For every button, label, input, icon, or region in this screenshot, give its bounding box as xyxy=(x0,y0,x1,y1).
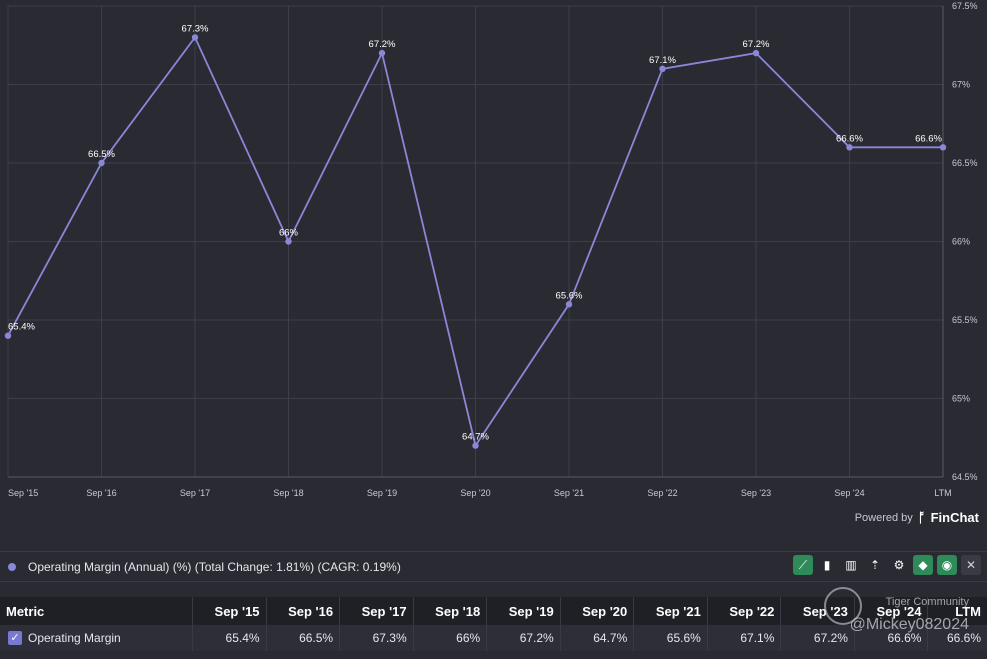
x-tick-label: Sep '17 xyxy=(180,488,210,498)
line-chart-icon[interactable]: ⟋ xyxy=(793,555,813,575)
x-tick-label: Sep '16 xyxy=(86,488,116,498)
table-row: ✓ Operating Margin 65.4% 66.5% 67.3% 66% 67.2… xyxy=(0,625,987,651)
value-cell: 65.6% xyxy=(633,625,708,651)
data-point xyxy=(191,34,199,41)
table-header-row: Metric Sep '15 Sep '16 Sep '17 Sep '18 Sep '… xyxy=(0,597,987,625)
data-label: 65.4% xyxy=(8,322,35,333)
column-header[interactable]: Sep '17 xyxy=(339,597,414,625)
column-header[interactable]: Sep '18 xyxy=(412,597,487,625)
x-tick-label: Sep '20 xyxy=(460,488,490,498)
data-label: 67.1% xyxy=(649,55,676,66)
x-tick-label: Sep '19 xyxy=(367,488,397,498)
data-point xyxy=(752,49,760,57)
y-tick-label: 67% xyxy=(952,80,970,90)
close-icon[interactable]: ✕ xyxy=(961,555,981,575)
data-point xyxy=(472,442,479,449)
operating-margin-line-chart: 64.5% 65% 65.5% 66% 66.5% 67% 67.5% Sep '15 Sep … xyxy=(4,1,978,498)
legend-row: Operating Margin (Annual) (%) (Total Cha… xyxy=(0,551,987,582)
column-header[interactable]: Sep '24 xyxy=(853,597,928,625)
value-cell: 67.2% xyxy=(486,625,561,651)
column-header[interactable]: Sep '16 xyxy=(265,597,340,625)
data-point xyxy=(565,301,573,308)
data-point xyxy=(846,144,853,151)
y-tick-label: 64.5% xyxy=(952,472,978,482)
chart-toolbar: ⟋ ▮ ▥ ⇡ ⚙ ◆ ◉ ✕ xyxy=(793,555,981,575)
x-tick-label: Sep '22 xyxy=(647,488,677,498)
data-point xyxy=(659,65,666,73)
powered-by-label: Powered by xyxy=(854,511,913,524)
watermark-line2: @Mickey082024 xyxy=(849,616,969,633)
finchat-brand: FinChat xyxy=(930,510,979,525)
eye-icon[interactable]: ◉ xyxy=(937,555,957,575)
value-cell: 67.1% xyxy=(706,625,781,651)
tiger-logo-icon xyxy=(824,587,862,625)
sort-icon[interactable]: ⇡ xyxy=(869,558,881,572)
data-label: 67.3% xyxy=(182,23,209,34)
x-tick-label: Sep '15 xyxy=(8,488,38,498)
watermark: Tiger Community @Mickey082024 xyxy=(850,596,969,634)
value-cell: 64.7% xyxy=(559,625,634,651)
y-tick-label: 66.5% xyxy=(952,158,978,168)
data-label: 64.7% xyxy=(462,432,489,443)
x-tick-label: Sep '23 xyxy=(741,488,771,498)
x-tick-label: LTM xyxy=(934,488,951,498)
metric-name: Operating Margin xyxy=(28,630,121,645)
data-label: 66% xyxy=(279,228,299,239)
data-point xyxy=(285,238,292,245)
data-point xyxy=(378,49,386,57)
legend-dot-icon xyxy=(8,562,16,571)
gear-icon[interactable]: ⚙ xyxy=(893,558,905,572)
bar-chart-icon[interactable]: ▮ xyxy=(823,558,831,572)
watermark-line1: Tiger Community xyxy=(885,596,969,608)
value-cell: 66.5% xyxy=(265,625,340,651)
column-header[interactable]: Sep '19 xyxy=(486,597,561,625)
value-cell: 66% xyxy=(412,625,487,651)
metric-name-cell: ✓ Operating Margin xyxy=(0,625,193,651)
metric-table: Metric Sep '15 Sep '16 Sep '17 Sep '18 Sep '… xyxy=(0,597,987,651)
y-tick-label: 67.5% xyxy=(952,1,978,11)
column-header[interactable]: Sep '21 xyxy=(633,597,708,625)
value-cell: 66.6% xyxy=(853,625,928,651)
value-cell: 65.4% xyxy=(192,625,267,651)
chart-area: 64.5% 65% 65.5% 66% 66.5% 67% 67.5% Sep '15 Sep … xyxy=(4,1,978,498)
value-cell: 67.3% xyxy=(339,625,414,651)
value-cell: 66.6% xyxy=(927,625,987,651)
data-point xyxy=(939,144,947,151)
data-point xyxy=(98,159,105,167)
data-label: 66.6% xyxy=(915,133,942,144)
x-tick-label: Sep '21 xyxy=(554,488,584,498)
finchat-logo-icon: ᚩ xyxy=(917,510,926,525)
tag-icon[interactable]: ◆ xyxy=(913,555,933,575)
column-header[interactable]: Sep '15 xyxy=(192,597,267,625)
y-tick-label: 66% xyxy=(952,237,970,247)
data-label: 66.6% xyxy=(836,133,863,144)
powered-by[interactable]: Powered by ᚩ FinChat xyxy=(855,510,979,525)
x-tick-label: Sep '24 xyxy=(834,488,864,498)
data-label: 67.2% xyxy=(369,39,396,50)
data-point xyxy=(4,332,12,339)
value-cell: 67.2% xyxy=(780,625,855,651)
x-tick-label: Sep '18 xyxy=(273,488,303,498)
column-header[interactable]: LTM xyxy=(927,597,987,625)
data-label: 65.6% xyxy=(556,290,583,301)
data-label: 67.2% xyxy=(743,39,770,50)
metric-checkbox[interactable]: ✓ xyxy=(8,631,22,646)
y-tick-label: 65.5% xyxy=(952,315,978,325)
y-tick-label: 65% xyxy=(952,394,970,404)
column-header[interactable]: Sep '22 xyxy=(706,597,781,625)
grouped-bar-icon[interactable]: ▥ xyxy=(845,558,857,572)
metric-header: Metric xyxy=(0,597,193,625)
legend-text[interactable]: Operating Margin (Annual) (%) (Total Cha… xyxy=(28,559,401,574)
column-header[interactable]: Sep '20 xyxy=(559,597,634,625)
data-label: 66.5% xyxy=(88,149,115,160)
